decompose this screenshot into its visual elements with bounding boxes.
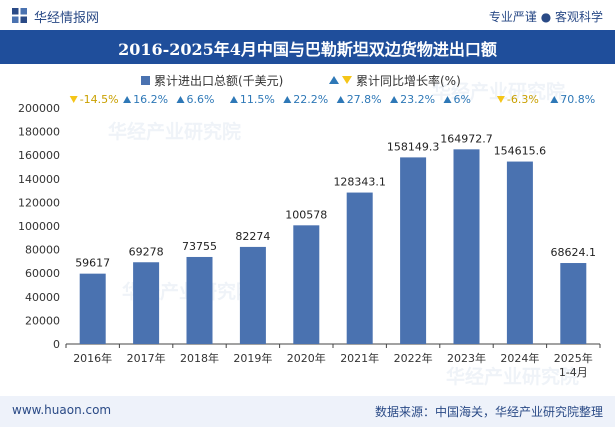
tagline: 专业严谨 ● 客观科学 [488,10,603,24]
legend-growth-label: 累计同比增长率(%) [356,73,461,88]
growth-rate-label: 11.5% [240,93,275,106]
bar-chart: 华经产业研究院华经产业研究院华经产业研究院华经产业研究院 累计进出口总额(千美元… [18,73,601,388]
bar-value-label: 73755 [182,240,217,253]
bar-value-label: 128343.1 [333,176,386,189]
bar [560,263,587,344]
growth-rate-label: 16.2% [133,93,168,106]
bar [293,225,320,344]
bar-value-label: 154615.6 [494,145,547,158]
footer [0,396,615,427]
data-source: 数据来源：中国海关，华经产业研究院整理 [374,405,603,419]
up-triangle-icon [283,96,292,103]
watermark-text: 华经产业研究院 [108,120,241,143]
website-link[interactable]: www.huaon.com [12,403,112,417]
growth-rate-label: 22.2% [293,93,328,106]
growth-rate-label: -6.3% [507,93,539,106]
legend-up-triangle-icon [329,76,339,84]
x-tick-label: 2022年 [394,351,433,365]
y-tick-label: 0 [53,338,60,351]
chart-axes: 0 20000 40000 60000 80000 100000 120000 140000 1… [18,102,601,379]
bar [79,273,106,344]
x-tick-label: 2018年 [180,351,219,365]
up-triangle-icon [176,96,185,103]
x-tick-label: 2017年 [127,351,166,365]
top-header: 华经情报网 专业严谨 ● 客观科学 [0,0,615,30]
bar-value-label: 100578 [285,208,327,221]
growth-rate-label: 6.6% [187,93,215,106]
bars: 59617 69278 73755 82274 100578 128343.1 158149… [75,132,596,344]
y-tick-label: 180000 [18,126,60,139]
logo-icon [12,8,27,23]
x-tick-label: 2019年 [233,351,272,365]
chart-title: 2016-2025年4月中国与巴勒斯坦双边货物进出口额 [118,40,497,59]
up-triangle-icon [123,96,132,103]
y-tick-label: 20000 [25,314,60,327]
down-triangle-icon [496,96,505,103]
watermark-text: 华经产业研究院 [446,365,579,388]
y-tick-label: 120000 [18,196,60,209]
bar [186,256,213,344]
y-tick-label: 80000 [25,244,60,257]
bar-value-label: 69278 [129,245,164,258]
growth-labels: -14.5% 16.2% 6.6% 11.5% 22.2% 27.8% 23.2% 6% -6.… [69,93,595,106]
title-bar [0,30,615,64]
x-tick-label: 2016年 [73,351,112,365]
up-triangle-icon [336,96,345,103]
x-tick-label: 2024年 [500,351,539,365]
bar-value-label: 158149.3 [387,140,440,153]
y-tick-label: 60000 [25,267,60,280]
legend-bar-label: 累计进出口总额(千美元) [154,74,283,88]
down-triangle-icon [69,96,78,103]
x-tick-label: 2025年 1-4月 [554,351,593,379]
growth-rate-label: 27.8% [347,93,382,106]
up-triangle-icon [443,96,452,103]
watermark-text: 华经产业研究院 [432,80,565,103]
up-triangle-icon [390,96,399,103]
bar [400,157,427,344]
bar [346,192,373,344]
bar [239,246,266,344]
growth-rate-label: 6% [454,93,471,106]
growth-rate-label: 23.2% [400,93,435,106]
x-tick-label: 2020年 [287,351,326,365]
bar [506,161,533,344]
up-triangle-icon [229,96,238,103]
legend-bar-swatch [141,76,150,85]
chart-legend: 累计进出口总额(千美元) 累计同比增长率(%) [141,73,461,88]
bar-value-label: 164972.7 [440,132,493,145]
y-tick-label: 160000 [18,149,60,162]
bar [133,262,160,344]
y-tick-label: 100000 [18,220,60,233]
y-tick-label: 40000 [25,291,60,304]
growth-rate-label: 70.8% [560,93,595,106]
bar-value-label: 82274 [235,230,270,243]
brand-name: 华经情报网 [34,11,100,26]
up-triangle-icon [550,96,559,103]
y-tick-label: 140000 [18,173,60,186]
legend-down-triangle-icon [342,76,352,84]
x-tick-label: 2023年 [447,351,486,365]
bar [453,149,480,344]
growth-rate-label: -14.5% [80,93,119,106]
x-tick-label: 2021年 [340,351,379,365]
y-tick-label: 200000 [18,102,60,115]
bar-value-label: 68624.1 [551,246,597,259]
bar-value-label: 59617 [75,257,110,270]
